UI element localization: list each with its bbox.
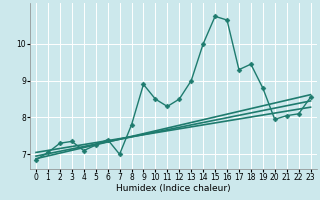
X-axis label: Humidex (Indice chaleur): Humidex (Indice chaleur)	[116, 184, 231, 193]
